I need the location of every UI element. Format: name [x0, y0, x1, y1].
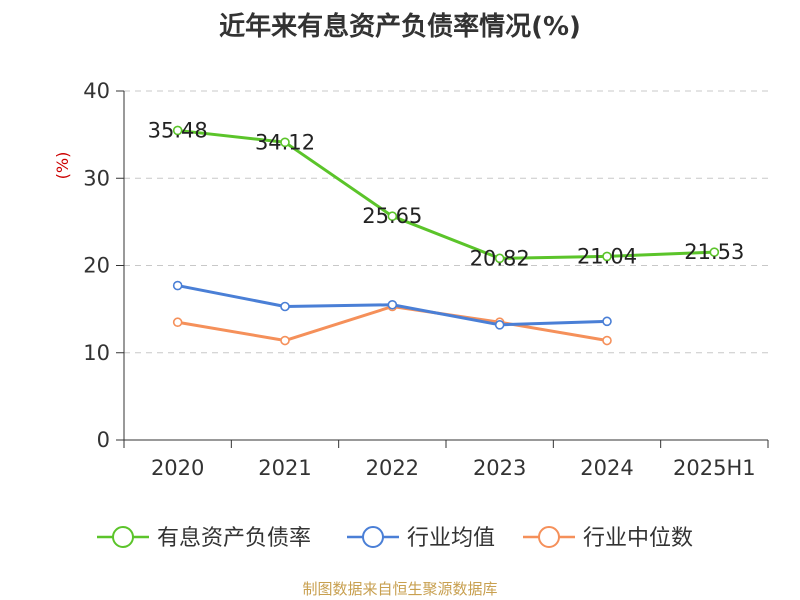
x-tick-label: 2024	[580, 456, 633, 480]
legend-label: 行业中位数	[583, 526, 693, 551]
y-tick-label: 40	[83, 79, 110, 103]
data-label: 20.82	[470, 246, 530, 270]
data-point	[709, 247, 720, 257]
data-point	[602, 316, 612, 327]
data-point	[172, 317, 183, 328]
data-point	[280, 335, 290, 346]
y-tick-label: 0	[97, 428, 110, 452]
data-point	[494, 320, 505, 330]
data-point	[387, 299, 398, 310]
x-tick-label: 2025H1	[673, 456, 756, 480]
grid-lines	[124, 90, 768, 354]
data-label: 25.65	[362, 204, 422, 228]
data-point	[172, 125, 183, 136]
y-axis-label: (%)	[53, 152, 72, 180]
legend-marker	[538, 526, 560, 548]
data-labels: 35.48 34.12 25.65 20.82 21.04 21.53	[148, 118, 745, 270]
legend-label: 行业均值	[407, 526, 495, 551]
data-point	[280, 301, 290, 312]
legend-marker	[362, 526, 384, 548]
data-point	[602, 335, 612, 346]
data-point	[172, 280, 183, 291]
legend-item: 行业均值	[347, 526, 495, 551]
y-tick-label: 30	[83, 166, 110, 190]
data-label: 21.53	[684, 240, 744, 264]
chart-title: 近年来有息资产负债率情况(%)	[219, 12, 581, 42]
data-point	[280, 137, 290, 148]
data-label: 21.04	[577, 244, 637, 268]
axes: 0 10 20 30 40 (%) 2020 2021 2022 2023 2024 2025H1	[53, 79, 769, 480]
legend: 有息资产负债率 行业均值 行业中位数	[97, 526, 693, 551]
y-tick-label: 20	[83, 254, 110, 278]
x-tick-label: 2020	[151, 456, 204, 480]
data-point	[494, 253, 505, 264]
data-label: 34.12	[255, 130, 315, 154]
data-label: 35.48	[148, 118, 208, 142]
legend-item: 有息资产负债率	[97, 526, 311, 551]
source-note: 制图数据来自恒生聚源数据库	[302, 580, 498, 598]
x-tick-label: 2022	[366, 456, 419, 480]
x-tick-label: 2021	[258, 456, 311, 480]
legend-label: 有息资产负债率	[157, 526, 311, 551]
data-point	[602, 251, 612, 262]
legend-item: 行业中位数	[523, 526, 693, 551]
data-point	[387, 211, 398, 222]
x-tick-label: 2023	[473, 456, 526, 480]
series-lines	[172, 125, 720, 346]
legend-marker	[112, 526, 134, 548]
y-tick-label: 10	[83, 341, 110, 365]
series-line	[177, 128, 715, 260]
